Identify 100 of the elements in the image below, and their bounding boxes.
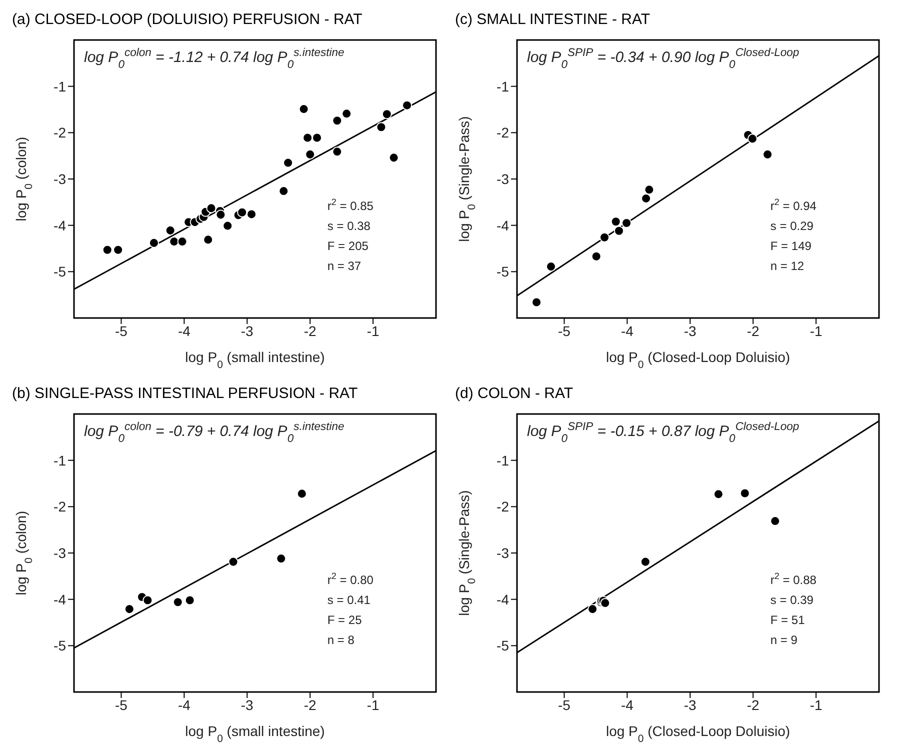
- point: [216, 210, 226, 220]
- point: [113, 244, 124, 255]
- y-tick-label: -3: [496, 544, 510, 561]
- annotation: F = 205: [327, 239, 369, 253]
- y-tick-label: -4: [54, 217, 66, 234]
- y-tick-label: -3: [54, 170, 66, 187]
- point: [591, 251, 602, 262]
- annotation: s = 0.38: [327, 219, 371, 233]
- x-tick-label: -4: [620, 322, 634, 339]
- y-tick-label: -3: [496, 170, 510, 187]
- point: [206, 203, 216, 214]
- point: [532, 297, 542, 308]
- point: [332, 116, 342, 126]
- y-tick-label: -2: [54, 124, 66, 141]
- point: [302, 132, 313, 143]
- x-tick-label: -2: [304, 322, 317, 339]
- point: [622, 218, 632, 228]
- x-tick-label: -5: [558, 322, 571, 339]
- annotation: n = 8: [327, 633, 355, 647]
- annotation: n = 12: [770, 259, 804, 273]
- x-tick-label: -5: [114, 696, 128, 713]
- annotation: r$^{2}$ = 0.94: [770, 197, 817, 213]
- annotation: n = 9: [770, 633, 798, 647]
- y-tick-label: -1: [54, 452, 66, 468]
- point: [599, 232, 610, 242]
- x-tick-label: -3: [684, 322, 697, 339]
- y-tick-label: -5: [496, 264, 510, 280]
- point: [172, 597, 183, 608]
- point: [237, 207, 248, 218]
- point: [762, 149, 773, 160]
- x-tick-label: -1: [810, 696, 822, 713]
- point: [142, 595, 153, 606]
- annotation: r$^{2}$ = 0.85: [327, 197, 374, 213]
- x-tick-label: -4: [620, 696, 634, 713]
- point: [546, 262, 556, 272]
- point: [640, 556, 650, 567]
- point: [276, 554, 286, 564]
- x-axis-title: log P$_{0}$ (small intestine): [185, 723, 325, 745]
- point: [312, 132, 322, 143]
- x-tick-label: -5: [114, 322, 128, 339]
- point: [278, 186, 289, 196]
- point: [169, 236, 180, 247]
- chart-title: (b) SINGLE-PASS INTESTINAL PERFUSION - RAT: [11, 384, 359, 404]
- y-tick-label: -2: [496, 124, 510, 141]
- point: [222, 220, 233, 231]
- point: [177, 236, 188, 247]
- x-tick-label: -1: [810, 322, 822, 339]
- point: [641, 193, 652, 204]
- chart-title: (a) CLOSED-LOOP (DOLUISIO) PERFUSION - RAT: [11, 10, 364, 30]
- point: [283, 158, 294, 168]
- point: [246, 209, 257, 220]
- chart-title: (d) COLON - RAT: [454, 384, 574, 404]
- point: [165, 225, 176, 236]
- annotation: s = 0.29: [770, 219, 814, 233]
- y-tick-label: -4: [496, 217, 510, 234]
- annotation: F = 51: [770, 613, 806, 627]
- y-tick-label: -5: [54, 264, 66, 280]
- y-tick-label: -4: [496, 591, 510, 608]
- annotation: F = 25: [327, 613, 362, 627]
- point: [402, 100, 412, 110]
- point: [600, 598, 610, 608]
- chart-title: (c) SMALL INTESTINE - RAT: [454, 10, 652, 30]
- y-tick-label: -2: [496, 498, 510, 515]
- point: [713, 489, 724, 500]
- annotation: r$^{2}$ = 0.80: [327, 571, 374, 587]
- point: [747, 134, 758, 144]
- x-axis-title: log P$_{0}$ (Closed-Loop Doluisio): [606, 349, 790, 371]
- y-tick-label: -5: [496, 638, 510, 654]
- x-axis-title: log P$_{0}$ (small intestine): [185, 349, 325, 371]
- y-tick-label: -1: [496, 78, 510, 94]
- point: [305, 149, 316, 160]
- point: [184, 595, 195, 606]
- point: [124, 604, 134, 614]
- point: [203, 234, 214, 245]
- x-axis-title: log P$_{0}$ (Closed-Loop Doluisio): [606, 723, 790, 745]
- point: [228, 556, 238, 567]
- x-tick-label: -4: [178, 322, 191, 339]
- point: [148, 238, 159, 248]
- y-tick-label: -1: [54, 78, 66, 94]
- point: [740, 488, 750, 498]
- x-tick-label: -2: [746, 696, 760, 713]
- point: [298, 104, 309, 114]
- point: [382, 109, 392, 120]
- y-tick-label: -4: [54, 591, 66, 608]
- point: [770, 516, 780, 526]
- annotation: r$^{2}$ = 0.88: [770, 571, 817, 587]
- point: [610, 216, 621, 227]
- x-tick-label: -3: [240, 322, 254, 339]
- y-tick-label: -3: [54, 544, 66, 561]
- y-tick-label: -5: [54, 638, 66, 654]
- x-tick-label: -3: [684, 696, 697, 713]
- point: [102, 244, 112, 255]
- point: [342, 108, 352, 119]
- x-tick-label: -4: [178, 696, 191, 713]
- annotation: s = 0.41: [327, 593, 371, 607]
- point: [376, 122, 386, 132]
- point: [332, 146, 342, 157]
- y-tick-label: -1: [496, 452, 510, 468]
- point: [644, 184, 654, 195]
- x-tick-label: -2: [746, 322, 760, 339]
